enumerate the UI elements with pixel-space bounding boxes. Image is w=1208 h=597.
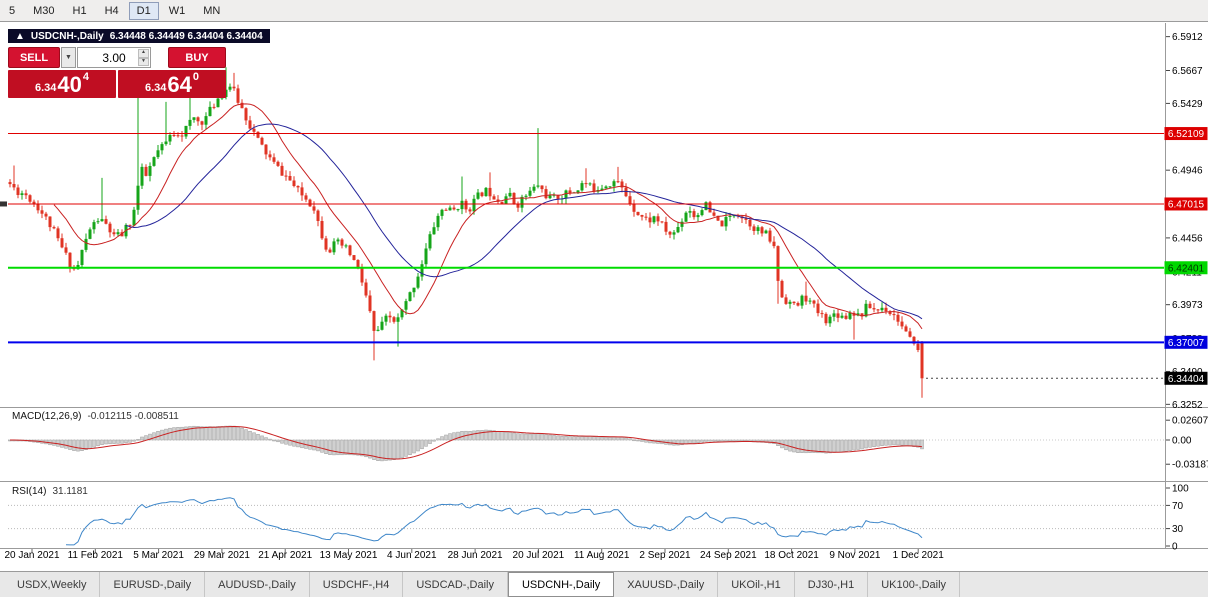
svg-text:24 Sep 2021: 24 Sep 2021 bbox=[700, 550, 757, 561]
sell-button[interactable]: SELL bbox=[8, 47, 60, 68]
timeframe-button-m30[interactable]: M30 bbox=[25, 2, 62, 20]
timeframe-button-5[interactable]: 5 bbox=[1, 2, 23, 20]
svg-text:21 Apr 2021: 21 Apr 2021 bbox=[258, 550, 312, 561]
svg-text:11 Aug 2021: 11 Aug 2021 bbox=[574, 550, 630, 561]
tab-usdcnh-daily[interactable]: USDCNH-,Daily bbox=[507, 572, 615, 597]
svg-text:13 May 2021: 13 May 2021 bbox=[320, 550, 378, 561]
timeframe-button-d1[interactable]: D1 bbox=[128, 1, 159, 20]
svg-text:0.02607: 0.02607 bbox=[1172, 416, 1208, 427]
bid-price-pipette: 4 bbox=[82, 71, 90, 83]
symbol-tabbar: USDX,Weekly EURUSD-,Daily AUDUSD-,Daily USD… bbox=[0, 571, 1208, 597]
svg-text:0: 0 bbox=[1172, 542, 1178, 553]
chart-title-bar: ▲ USDCNH-,Daily 6.34448 6.34449 6.34404 … bbox=[8, 29, 270, 43]
svg-text:2 Sep 2021: 2 Sep 2021 bbox=[639, 550, 691, 561]
chevron-down-icon: ▼ bbox=[65, 54, 72, 61]
bid-price-pips: 40 bbox=[57, 72, 82, 97]
macd-indicator-label: MACD(12,26,9) -0.012115 -0.008511 bbox=[12, 411, 179, 422]
chart-ohlc-values: 6.34448 6.34449 6.34404 6.34404 bbox=[109, 30, 263, 42]
svg-text:6.52109: 6.52109 bbox=[1168, 129, 1205, 140]
svg-text:70: 70 bbox=[1172, 501, 1184, 512]
svg-text:9 Nov 2021: 9 Nov 2021 bbox=[829, 550, 881, 561]
lot-size-value: 3.00 bbox=[102, 50, 126, 65]
macd-values: -0.012115 -0.008511 bbox=[87, 411, 179, 422]
svg-text:6.3973: 6.3973 bbox=[1172, 300, 1203, 311]
svg-text:11 Feb 2021: 11 Feb 2021 bbox=[68, 550, 124, 561]
svg-text:30: 30 bbox=[1172, 524, 1184, 535]
svg-text:28 Jun 2021: 28 Jun 2021 bbox=[448, 550, 503, 561]
tab-xauusd-daily[interactable]: XAUUSD-,Daily bbox=[614, 572, 719, 597]
rsi-indicator-label: RSI(14) 31.1181 bbox=[12, 486, 88, 497]
svg-text:29 Mar 2021: 29 Mar 2021 bbox=[194, 550, 251, 561]
tab-dj30-h1[interactable]: DJ30-,H1 bbox=[795, 572, 869, 597]
tab-audusd-daily[interactable]: AUDUSD-,Daily bbox=[205, 572, 310, 597]
timeframe-button-mn[interactable]: MN bbox=[195, 2, 228, 20]
one-click-trading-panel: SELL ▼ 3.00 ▲ ▼ BUY 6.34 40 4 6.34 64 0 bbox=[8, 47, 226, 98]
svg-text:4 Jun 2021: 4 Jun 2021 bbox=[387, 550, 437, 561]
spin-up-icon[interactable]: ▲ bbox=[138, 49, 149, 58]
tab-uk100-daily[interactable]: UK100-,Daily bbox=[868, 572, 961, 597]
svg-text:6.3252: 6.3252 bbox=[1172, 400, 1203, 411]
svg-text:18 Oct 2021: 18 Oct 2021 bbox=[764, 550, 819, 561]
buy-button[interactable]: BUY bbox=[168, 47, 226, 68]
ask-price-display[interactable]: 6.34 64 0 bbox=[118, 70, 226, 98]
tab-usdx-weekly[interactable]: USDX,Weekly bbox=[4, 572, 101, 597]
trade-controls-row: SELL ▼ 3.00 ▲ ▼ BUY bbox=[8, 47, 226, 68]
spin-down-icon[interactable]: ▼ bbox=[138, 57, 149, 66]
bid-price-major: 6.34 bbox=[34, 82, 57, 94]
rsi-name: RSI(14) bbox=[12, 486, 47, 497]
timeframe-button-h4[interactable]: H4 bbox=[97, 2, 127, 20]
lot-size-field[interactable]: 3.00 ▲ ▼ bbox=[77, 47, 151, 68]
timeframe-button-h1[interactable]: H1 bbox=[65, 2, 95, 20]
tab-eurusd-daily[interactable]: EURUSD-,Daily bbox=[100, 572, 206, 597]
ask-price-major: 6.34 bbox=[144, 82, 167, 94]
lot-spinner[interactable]: ▲ ▼ bbox=[138, 49, 149, 66]
svg-text:6.42401: 6.42401 bbox=[1168, 263, 1205, 274]
tab-usdcad-daily[interactable]: USDCAD-,Daily bbox=[403, 572, 508, 597]
tab-ukoil-h1[interactable]: UKOil-,H1 bbox=[718, 572, 795, 597]
bid-price-display[interactable]: 6.34 40 4 bbox=[8, 70, 116, 98]
svg-text:6.37007: 6.37007 bbox=[1168, 338, 1205, 349]
svg-text:6.5667: 6.5667 bbox=[1172, 66, 1203, 77]
svg-text:-0.03187: -0.03187 bbox=[1172, 460, 1208, 471]
svg-text:5 Mar 2021: 5 Mar 2021 bbox=[133, 550, 184, 561]
svg-text:100: 100 bbox=[1172, 484, 1189, 495]
timeframe-toolbar: 5 M30 H1 H4 D1 W1 MN bbox=[0, 0, 1208, 22]
svg-text:6.4946: 6.4946 bbox=[1172, 166, 1203, 177]
ask-price-pipette: 0 bbox=[192, 71, 200, 83]
ask-price-pips: 64 bbox=[167, 72, 192, 97]
timeframe-button-w1[interactable]: W1 bbox=[161, 2, 194, 20]
svg-text:0.00: 0.00 bbox=[1172, 436, 1192, 447]
trade-quotes-row: 6.34 40 4 6.34 64 0 bbox=[8, 70, 226, 98]
chart-symbol-label: USDCNH-,Daily bbox=[30, 30, 104, 42]
svg-text:1 Dec 2021: 1 Dec 2021 bbox=[893, 550, 945, 561]
lot-dropdown-button[interactable]: ▼ bbox=[61, 47, 76, 68]
macd-name: MACD(12,26,9) bbox=[12, 411, 82, 422]
tab-usdchf-h4[interactable]: USDCHF-,H4 bbox=[310, 572, 404, 597]
svg-text:6.34404: 6.34404 bbox=[1168, 374, 1205, 385]
svg-text:6.47015: 6.47015 bbox=[1168, 199, 1205, 210]
svg-text:6.5912: 6.5912 bbox=[1172, 32, 1203, 43]
rsi-value: 31.1181 bbox=[52, 486, 88, 497]
svg-text:6.4456: 6.4456 bbox=[1172, 233, 1203, 244]
svg-text:20 Jan 2021: 20 Jan 2021 bbox=[4, 550, 59, 561]
svg-text:6.5429: 6.5429 bbox=[1172, 99, 1203, 110]
collapse-triangle-icon[interactable]: ▲ bbox=[15, 30, 25, 42]
svg-text:20 Jul 2021: 20 Jul 2021 bbox=[513, 550, 565, 561]
